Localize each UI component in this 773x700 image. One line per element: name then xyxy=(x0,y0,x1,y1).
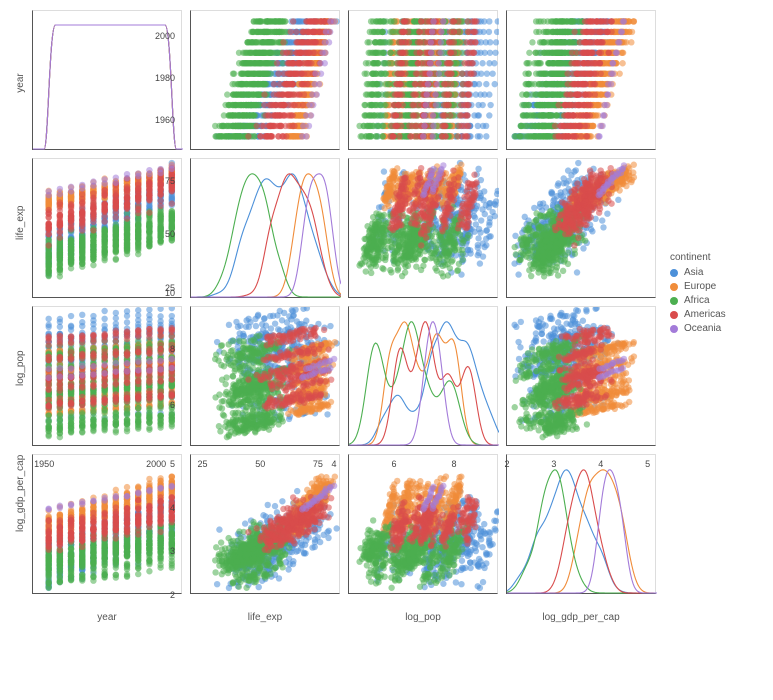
tick-x: 4 xyxy=(331,459,336,469)
row-labels: yearlife_explog_poplog_gdp_per_cap xyxy=(10,10,32,594)
tick-x: 6 xyxy=(391,459,396,469)
tick-x: 5 xyxy=(645,459,650,469)
tick-x: 75 xyxy=(313,459,323,469)
legend-swatch xyxy=(670,283,678,291)
legend-item: Americas xyxy=(670,309,726,320)
scatter-panel xyxy=(506,10,656,150)
legend-label: Africa xyxy=(684,295,710,306)
tick-y: 75 xyxy=(165,176,175,186)
tick-x: 1950 xyxy=(34,459,54,469)
tick-y: 8 xyxy=(170,344,175,354)
legend-label: Europe xyxy=(684,281,716,292)
diag-panel: 2 3 4 5 xyxy=(506,454,656,594)
col-label: log_gdp_per_cap xyxy=(506,612,656,623)
legend-item: Asia xyxy=(670,267,726,278)
legend-item: Africa xyxy=(670,295,726,306)
tick-x: 50 xyxy=(255,459,265,469)
scatter-panel xyxy=(348,10,498,150)
legend-swatch xyxy=(670,269,678,277)
tick-y: 2000 xyxy=(155,31,175,41)
scatter-panel: 255075 xyxy=(32,158,182,298)
col-label: log_pop xyxy=(348,612,498,623)
scatter-panel xyxy=(506,158,656,298)
tick-y: 4 xyxy=(170,503,175,513)
diag-panel xyxy=(348,306,498,446)
tick-y: 50 xyxy=(165,229,175,239)
tick-y: 10 xyxy=(165,288,175,298)
legend: continent Asia Europe Africa Americas Oceani… xyxy=(670,252,726,337)
tick-x: 25 xyxy=(198,459,208,469)
tick-y: 1960 xyxy=(155,115,175,125)
diag-panel xyxy=(190,158,340,298)
legend-label: Oceania xyxy=(684,323,721,334)
tick-y: 3 xyxy=(170,546,175,556)
scatter-panel xyxy=(190,10,340,150)
col-labels: year life_exp log_pop log_gdp_per_cap xyxy=(32,612,656,623)
scatter-panel: 46810 xyxy=(32,306,182,446)
legend-label: Americas xyxy=(684,309,726,320)
tick-x: 4 xyxy=(598,459,603,469)
legend-swatch xyxy=(670,311,678,319)
tick-x: 8 xyxy=(451,459,456,469)
tick-y: 5 xyxy=(170,459,175,469)
tick-y: 1980 xyxy=(155,73,175,83)
tick-x: 2 xyxy=(504,459,509,469)
col-label: year xyxy=(32,612,182,623)
scatter-panel xyxy=(506,306,656,446)
legend-swatch xyxy=(670,297,678,305)
scatter-panel: 25 50 75 xyxy=(190,454,340,594)
diag-panel: 1960 1980 2000 xyxy=(32,10,182,150)
legend-title: continent xyxy=(670,252,726,263)
tick-y: 6 xyxy=(170,400,175,410)
legend-item: Europe xyxy=(670,281,726,292)
tick-x: 3 xyxy=(551,459,556,469)
pairplot-figure: yearlife_explog_poplog_gdp_per_cap 19601… xyxy=(10,10,763,623)
legend-item: Oceania xyxy=(670,323,726,334)
scatter-panel: 46810 xyxy=(348,454,498,594)
scatter-panel: 234519502000 xyxy=(32,454,182,594)
legend-swatch xyxy=(670,325,678,333)
scatter-panel xyxy=(190,306,340,446)
panel-grid: 1960198020002550754681023451950200025507… xyxy=(32,10,656,594)
tick-x: 2000 xyxy=(146,459,166,469)
tick-y: 2 xyxy=(170,590,175,600)
scatter-panel xyxy=(348,158,498,298)
legend-label: Asia xyxy=(684,267,703,278)
col-label: life_exp xyxy=(190,612,340,623)
